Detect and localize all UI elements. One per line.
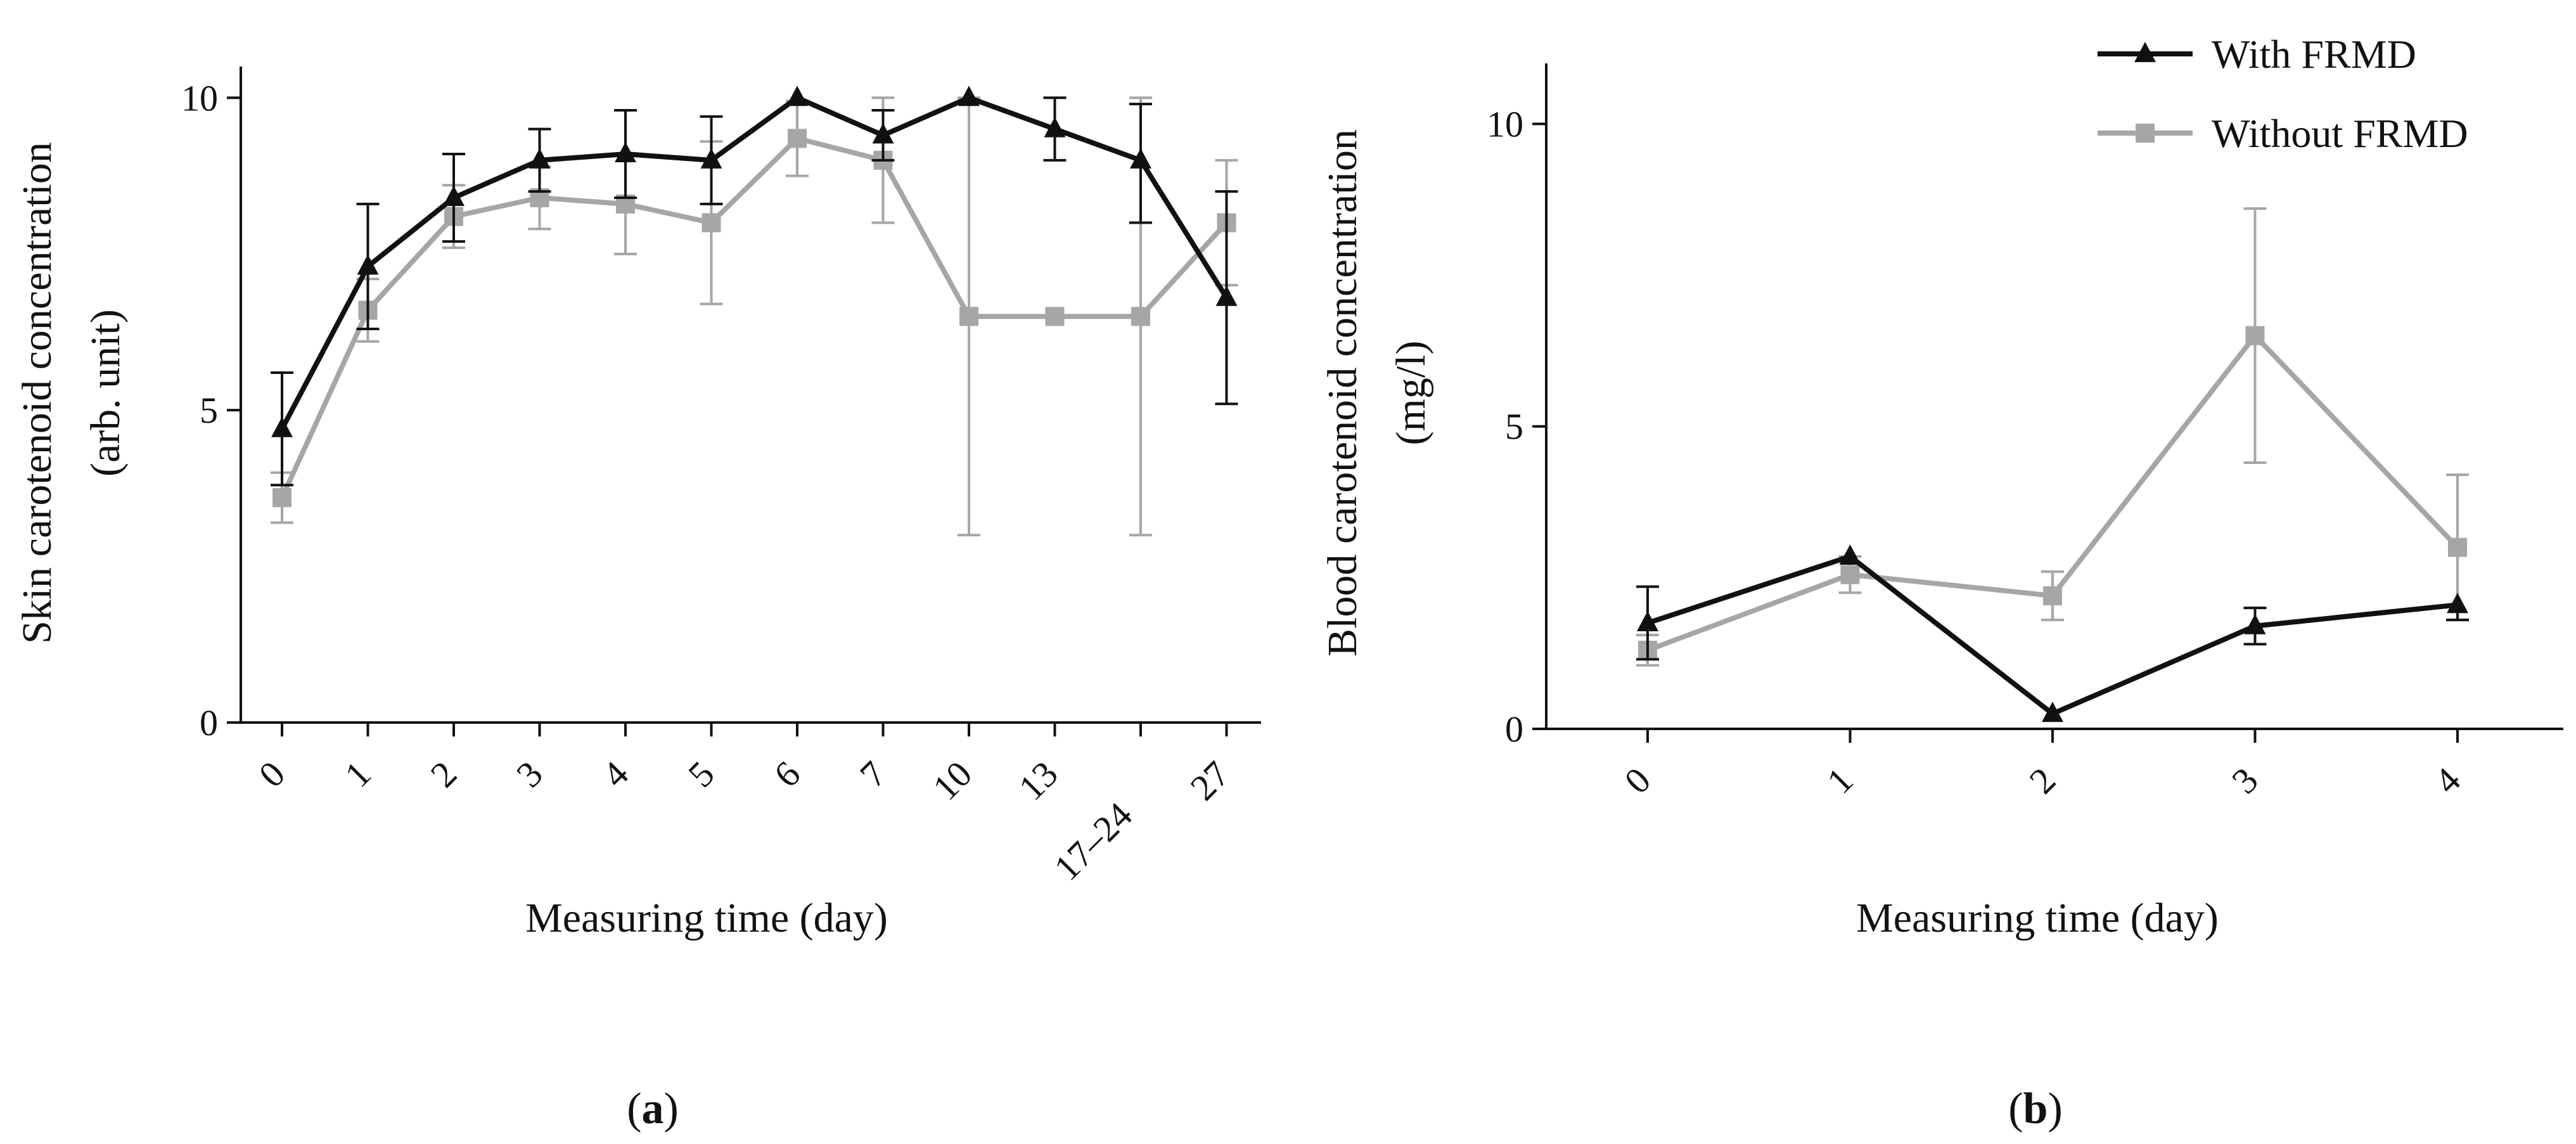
panel-label-letter: b [2023, 1084, 2048, 1133]
data-point-triangle [2447, 593, 2468, 614]
data-point-triangle [2042, 702, 2063, 723]
y-tick-label: 5 [1505, 406, 1523, 447]
y-tick-label: 10 [181, 77, 218, 119]
data-point-square [788, 129, 807, 148]
panel-label-suffix: ) [2047, 1084, 2062, 1133]
y-axis-title-line2: (mg/l) [1388, 341, 1434, 446]
x-tick-label: 7 [852, 753, 894, 795]
x-tick-label: 2 [423, 753, 465, 795]
y-tick-label: 0 [200, 702, 218, 743]
x-tick-label: 27 [1182, 753, 1238, 808]
x-tick-label: 10 [925, 753, 980, 808]
data-point-triangle [443, 186, 465, 206]
data-point-square [959, 307, 978, 326]
data-point-triangle [958, 86, 980, 106]
legend-marker-triangle [2134, 42, 2156, 62]
x-tick-label: 13 [1011, 753, 1066, 808]
series-without-frmd [271, 96, 1238, 537]
data-point-square [272, 488, 292, 508]
x-tick-label: 3 [508, 753, 550, 795]
panel-label-suffix: ) [664, 1084, 679, 1133]
x-tick-label: 4 [2426, 759, 2468, 801]
y-tick-label: 10 [1487, 103, 1523, 145]
chart-panel-b: 0 5 10 0 1 2 3 4 Blood carotenoid concentration (… [1319, 63, 2563, 1133]
data-point-square [2043, 586, 2062, 605]
panel-label: (b) [2008, 1084, 2063, 1133]
data-point-triangle [1215, 285, 1238, 306]
legend: With FRMD Without FRMD [2098, 32, 2468, 156]
series-line [279, 136, 1229, 499]
x-tick-label: 1 [1819, 759, 1861, 801]
legend-label: Without FRMD [2212, 111, 2468, 156]
data-point-triangle [2244, 614, 2266, 634]
x-tick-label: 1 [336, 753, 378, 795]
legend-label: With FRMD [2212, 32, 2416, 77]
data-point-square [1131, 307, 1150, 326]
panel-label-letter: a [642, 1084, 664, 1133]
data-point-square [702, 213, 721, 233]
data-point-triangle [872, 123, 894, 144]
x-axis-title: Measuring time (day) [1856, 895, 2219, 941]
series-line [279, 95, 1229, 430]
data-point-triangle [700, 148, 722, 169]
data-point-triangle [529, 148, 551, 169]
data-point-triangle [786, 86, 808, 106]
legend-marker-square [2136, 124, 2155, 143]
series-with-frmd [1636, 544, 2469, 723]
x-tick-label: 17–24 [1046, 794, 1140, 888]
panel-label-prefix: ( [627, 1084, 641, 1133]
x-axis-title: Measuring time (day) [525, 895, 888, 941]
x-tick-label: 3 [2224, 759, 2265, 801]
x-tick-label: 0 [251, 753, 293, 795]
data-point-square [2245, 326, 2265, 345]
y-axis-title-line1: Blood carotenoid concentration [1319, 129, 1366, 657]
panel-label: (a) [627, 1084, 679, 1133]
x-tick-label: 5 [680, 753, 722, 795]
data-point-square [1045, 307, 1065, 326]
data-point-square [1840, 565, 1860, 584]
data-point-triangle [1044, 117, 1066, 138]
series-without-frmd [1636, 207, 2469, 667]
panel-label-prefix: ( [2008, 1084, 2023, 1133]
data-point-triangle [271, 416, 293, 437]
data-point-triangle [357, 254, 379, 275]
y-axis-title-line1: Skin carotenoid concentration [14, 142, 60, 644]
data-point-triangle [1839, 544, 1861, 565]
x-tick-label: 6 [766, 753, 808, 795]
x-tick-label: 4 [594, 753, 636, 795]
x-tick-label: 0 [1617, 759, 1658, 801]
data-point-triangle [1637, 610, 1658, 631]
series-with-frmd [271, 86, 1238, 487]
x-tick-label: 2 [2022, 759, 2063, 801]
y-tick-label: 5 [200, 390, 218, 431]
data-point-triangle [615, 142, 636, 162]
data-point-triangle [1130, 148, 1151, 169]
y-axis-title-line2: (arb. unit) [82, 309, 129, 477]
data-point-square [2448, 537, 2467, 557]
y-tick-label: 0 [1505, 709, 1523, 750]
